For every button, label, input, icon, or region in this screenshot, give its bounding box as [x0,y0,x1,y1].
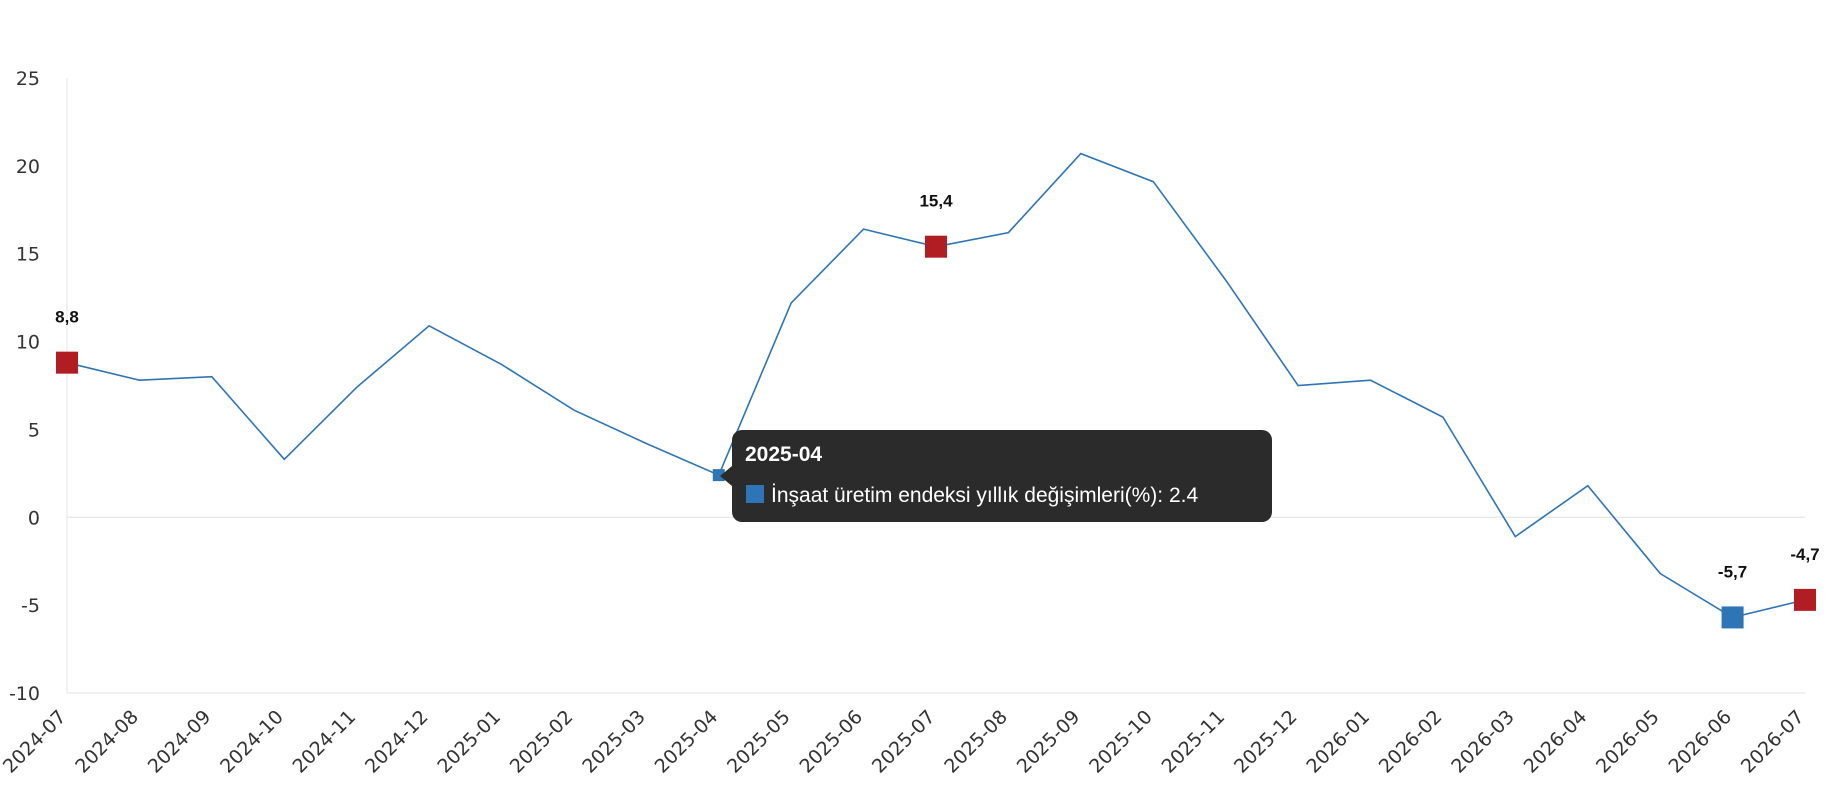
point-markers [56,235,1816,629]
highlight-point-marker [1721,606,1744,629]
x-tick-label: 2026-02 [1375,706,1447,778]
highlight-point-marker [1794,588,1816,611]
x-tick-label: 2026-03 [1447,706,1519,778]
tooltip-background [732,430,1272,522]
x-tick-label: 2025-12 [1230,706,1302,778]
x-tick-label: 2025-07 [868,706,940,778]
tooltip-series-value: İnşaat üretim endeksi yıllık değişimleri… [771,484,1198,507]
x-tick-label: 2024-08 [71,706,143,778]
data-label: 15,4 [919,192,953,211]
y-tick-label: 20 [16,156,40,178]
y-tick-labels: 25 20 15 10 5 0 -5 -10 [9,68,40,705]
x-tick-label: 2025-04 [651,706,723,778]
x-tick-label: 2025-11 [1158,706,1230,778]
x-tick-label: 2026-06 [1664,706,1736,778]
x-tick-label: 2024-12 [361,706,433,778]
data-labels: 8,8 15,4 -5,7 -4,7 [55,192,1819,582]
x-tick-label: 2024-07 [0,706,71,778]
tooltip-title: 2025-04 [745,443,822,466]
y-tick-label: -10 [9,683,40,705]
data-label: 8,8 [55,308,79,327]
x-tick-label: 2024-11 [289,706,361,778]
x-tick-label: 2026-07 [1737,706,1809,778]
tooltip-arrow [720,466,732,486]
x-tick-label: 2025-08 [940,706,1012,778]
y-tick-label: 15 [16,244,40,266]
tooltip-series-marker [746,485,764,503]
x-tick-label: 2025-06 [795,706,867,778]
data-label: -5,7 [1718,562,1747,581]
y-tick-label: 5 [28,419,40,441]
x-tick-label: 2024-09 [144,706,216,778]
x-tick-label: 2025-10 [1085,706,1157,778]
x-tick-label: 2025-01 [433,706,505,778]
y-tick-label: 10 [16,332,40,354]
x-tick-label: 2025-05 [723,706,795,778]
x-tick-label: 2025-09 [1013,706,1085,778]
hover-point-marker [712,469,725,482]
y-tick-label: 25 [16,68,40,90]
y-tick-label: 0 [28,507,40,529]
x-tick-label: 2026-01 [1302,706,1374,778]
x-tick-label: 2026-05 [1592,706,1664,778]
x-tick-label: 2025-02 [506,706,578,778]
x-tick-labels: 2024-07 2024-08 2024-09 2024-10 2024-11 2024-… [0,706,1809,778]
highlight-point-marker [925,235,947,258]
y-tick-label: -5 [21,595,40,617]
data-label: -4,7 [1790,545,1819,564]
x-tick-label: 2024-10 [216,706,288,778]
x-tick-label: 2025-03 [578,706,650,778]
tooltip: 2025-04 İnşaat üretim endeksi yıllık değ… [720,430,1272,522]
series-line [66,152,1806,619]
highlight-point-marker [56,351,78,374]
x-tick-label: 2026-04 [1520,706,1592,778]
